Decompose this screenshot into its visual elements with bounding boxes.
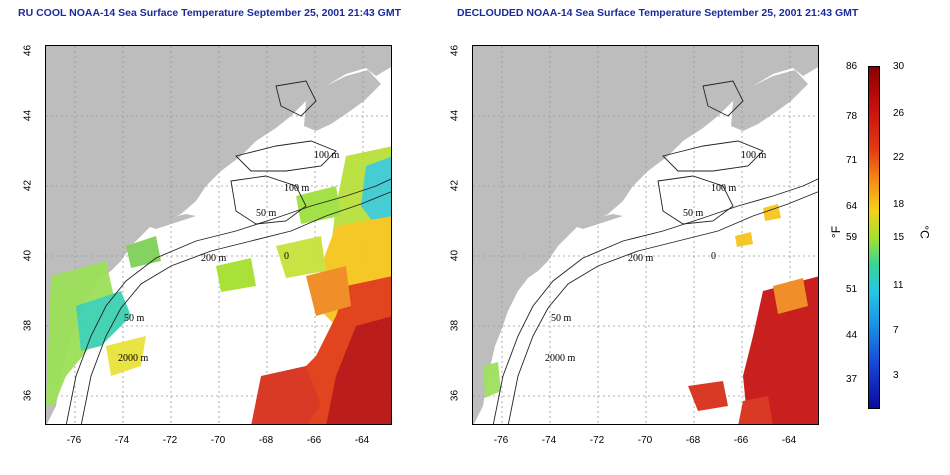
contour-label: 100 m	[284, 183, 310, 194]
contour-label: 0	[711, 251, 716, 262]
fahrenheit-tick: 64	[846, 201, 858, 212]
lon-tick-label: -64	[781, 435, 797, 446]
fahrenheit-tick: 37	[846, 374, 858, 385]
celsius-tick: 22	[893, 152, 905, 163]
fahrenheit-tick: 78	[846, 111, 858, 122]
lat-tick-label: 40	[22, 249, 34, 262]
right-map-title: DECLOUDED NOAA-14 Sea Surface Temperatur…	[457, 7, 859, 19]
lat-tick-label: 36	[449, 389, 461, 402]
celsius-tick: 7	[893, 325, 899, 336]
lon-tick-label: -66	[733, 435, 749, 446]
lat-tick-label: 42	[449, 179, 461, 192]
nova-scotia	[731, 70, 808, 131]
land-mass	[46, 46, 391, 424]
lat-tick-label: 42	[22, 179, 34, 192]
contour-label: 100 m	[711, 183, 737, 194]
lat-tick-label: 44	[449, 109, 461, 122]
left-map-title: RU COOL NOAA-14 Sea Surface Temperature …	[18, 7, 402, 19]
contour-label: 2000 m	[118, 353, 149, 364]
lon-tick-label: -76	[493, 435, 509, 446]
lat-tick-label: 38	[449, 319, 461, 332]
lon-tick-label: -70	[637, 435, 653, 446]
contour-label: 100 m	[314, 150, 340, 161]
contour-label: 200 m	[201, 253, 227, 264]
lat-tick-label: 46	[449, 44, 461, 57]
celsius-tick: 18	[893, 199, 905, 210]
lon-tick-label: -66	[306, 435, 322, 446]
lat-tick-label: 44	[22, 109, 34, 122]
lat-tick-label: 38	[22, 319, 34, 332]
fahrenheit-tick: 71	[846, 155, 858, 166]
lat-tick-label: 36	[22, 389, 34, 402]
celsius-tick: 11	[893, 280, 904, 291]
fahrenheit-unit-label: °F	[829, 225, 844, 239]
lat-tick-label: 40	[449, 249, 461, 262]
sst-pixels	[483, 204, 818, 424]
fahrenheit-tick: 86	[846, 61, 858, 72]
sst-map-declouded: 100 m 100 m 50 m 200 m 0 50 m 2000 m	[472, 45, 819, 425]
lon-tick-label: -72	[162, 435, 178, 446]
lon-tick-label: -68	[685, 435, 701, 446]
contour-label: 100 m	[741, 150, 767, 161]
lon-tick-label: -74	[541, 435, 557, 446]
lat-tick-label: 46	[22, 44, 34, 57]
lon-tick-label: -68	[258, 435, 274, 446]
lon-tick-label: -72	[589, 435, 605, 446]
contour-label: 50 m	[256, 208, 277, 219]
land-mass	[473, 46, 818, 424]
nova-scotia	[304, 70, 381, 131]
celsius-tick: 15	[893, 232, 905, 243]
celsius-tick: 30	[893, 61, 905, 72]
fahrenheit-tick: 59	[846, 232, 858, 243]
fahrenheit-tick: 44	[846, 330, 858, 341]
temperature-colorbar	[868, 66, 880, 409]
contour-label: 2000 m	[545, 353, 576, 364]
lon-tick-label: -70	[210, 435, 226, 446]
lon-tick-label: -76	[66, 435, 82, 446]
sst-map-raw: 100 m 100 m 50 m 200 m 0 50 m 2000 m	[45, 45, 392, 425]
contour-label: 0	[284, 251, 289, 262]
contour-label: 50 m	[683, 208, 704, 219]
celsius-tick: 3	[893, 370, 899, 381]
contour-label: 50 m	[124, 313, 145, 324]
contour-label: 50 m	[551, 313, 572, 324]
celsius-unit-label: °C	[917, 225, 932, 239]
celsius-tick: 26	[893, 108, 905, 119]
lon-tick-label: -64	[354, 435, 370, 446]
fahrenheit-tick: 51	[846, 284, 858, 295]
long-island	[141, 214, 196, 229]
lon-tick-label: -74	[114, 435, 130, 446]
contour-label: 200 m	[628, 253, 654, 264]
long-island	[568, 214, 623, 229]
sst-pixels	[46, 146, 391, 424]
